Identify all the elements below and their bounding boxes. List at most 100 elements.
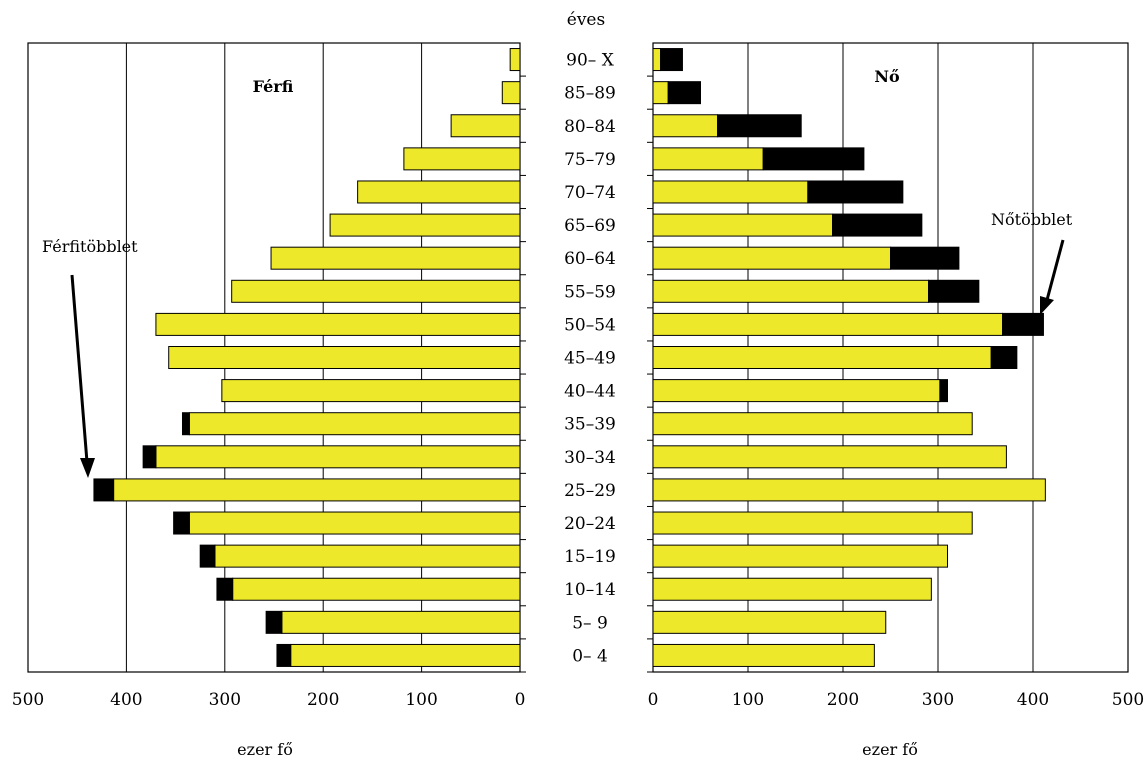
right-xtick-label: 200 — [827, 690, 859, 710]
right-bar-45–49 — [652, 346, 992, 369]
age-label-90– X: 90– X — [566, 51, 615, 71]
left-surplus-bar-25–29 — [93, 478, 115, 502]
left-surplus-bar-20–24 — [173, 511, 190, 535]
left-bar-65–69 — [329, 213, 521, 237]
right-bar-20–24 — [652, 511, 973, 535]
right-bar-55–59 — [652, 279, 929, 303]
age-label-25–29: 25–29 — [564, 481, 616, 501]
right-xtick-label: 0 — [648, 690, 659, 710]
age-label-10–14: 10–14 — [564, 580, 616, 600]
right-surplus-bar-70–74 — [807, 180, 904, 204]
age-label-55–59: 55–59 — [564, 282, 616, 302]
age-label-50–54: 50–54 — [564, 315, 616, 335]
left-bar-25–29 — [113, 478, 521, 502]
age-label-65–69: 65–69 — [564, 216, 616, 236]
age-label-75–79: 75–79 — [564, 150, 616, 170]
left-bar-80–84 — [450, 114, 521, 138]
left-bar-50–54 — [155, 312, 521, 336]
right-bar-5– 9 — [652, 610, 887, 634]
right-bar-85–89 — [652, 81, 669, 105]
left-panel-title: Férfi — [253, 77, 294, 96]
age-label-0– 4: 0– 4 — [572, 646, 608, 666]
age-label-35–39: 35–39 — [564, 415, 616, 435]
left-annotation-arrow — [70, 274, 95, 478]
left-bar-55–59 — [231, 279, 521, 303]
right-surplus-bar-80–84 — [717, 114, 802, 138]
age-label-80–84: 80–84 — [564, 117, 616, 137]
left-xtick-label: 500 — [12, 690, 44, 710]
left-bar-10–14 — [232, 577, 521, 601]
left-bar-20–24 — [188, 511, 521, 535]
right-bar-30–34 — [652, 445, 1007, 469]
left-bar-45–49 — [168, 346, 521, 369]
age-label-70–74: 70–74 — [564, 183, 616, 203]
left-bar-75–79 — [403, 147, 521, 171]
left-surplus-bar-35–39 — [181, 412, 190, 436]
left-bar-90– X — [509, 48, 521, 72]
right-surplus-bar-85–89 — [667, 81, 702, 105]
left-surplus-bar-10–14 — [216, 577, 234, 601]
age-label-40–44: 40–44 — [564, 382, 616, 402]
right-surplus-bar-50–54 — [1002, 312, 1044, 336]
left-xtick-label: 0 — [515, 690, 526, 710]
right-xtick-label: 500 — [1112, 690, 1144, 710]
right-bar-10–14 — [652, 577, 932, 601]
age-label-20–24: 20–24 — [564, 514, 616, 534]
age-label-5– 9: 5– 9 — [572, 613, 608, 633]
right-bar-75–79 — [652, 147, 764, 171]
age-group-labels: 0– 4 5– 9 10–14 15–19 20–24 25–29 30–34 35–39 40… — [564, 51, 616, 667]
right-surplus-bar-55–59 — [928, 279, 980, 303]
left-xtick-label: 200 — [307, 690, 339, 710]
left-surplus-bar-15–19 — [199, 544, 216, 568]
left-xlabel: ezer fő — [237, 740, 293, 759]
left-xtick-label: 100 — [405, 690, 437, 710]
left-bar-5– 9 — [281, 610, 521, 634]
right-xtick-label: 100 — [732, 690, 764, 710]
right-panel-female: 0 100 200 300 400 500 — [647, 42, 1144, 710]
left-surplus-bar-30–34 — [142, 445, 157, 469]
right-bar-80–84 — [652, 114, 719, 138]
right-bar-0– 4 — [652, 643, 875, 667]
right-surplus-bar-40–44 — [939, 379, 949, 403]
right-bar-40–44 — [652, 379, 941, 403]
right-annotation-arrow — [1040, 239, 1065, 315]
age-label-60–64: 60–64 — [564, 249, 616, 269]
left-bar-40–44 — [221, 379, 521, 403]
left-surplus-bar-5– 9 — [265, 610, 283, 634]
right-bar-15–19 — [652, 544, 948, 568]
left-bar-0– 4 — [290, 643, 521, 667]
left-xtick-label: 300 — [209, 690, 241, 710]
right-bar-65–69 — [652, 213, 834, 237]
left-bar-15–19 — [214, 544, 521, 568]
left-bar-70–74 — [357, 180, 521, 204]
left-bar-60–64 — [270, 246, 521, 270]
right-bar-50–54 — [652, 312, 1004, 336]
left-surplus-bar-0– 4 — [276, 643, 292, 667]
right-surplus-bar-90– X — [660, 48, 683, 72]
right-surplus-bar-45–49 — [990, 346, 1018, 369]
age-axis-label: éves — [567, 10, 605, 30]
age-label-30–34: 30–34 — [564, 448, 616, 468]
right-bar-60–64 — [652, 246, 891, 270]
age-label-85–89: 85–89 — [564, 84, 616, 104]
age-label-15–19: 15–19 — [564, 547, 616, 567]
right-xtick-label: 400 — [1017, 690, 1049, 710]
left-bar-85–89 — [501, 81, 521, 105]
right-surplus-bar-65–69 — [832, 213, 923, 237]
right-bar-35–39 — [652, 412, 973, 436]
right-annotation: Nőtöbblet — [991, 210, 1073, 229]
right-bar-90– X — [652, 48, 662, 72]
right-surplus-bar-75–79 — [762, 147, 865, 171]
left-bar-35–39 — [188, 412, 521, 436]
right-xtick-label: 300 — [922, 690, 954, 710]
right-panel-title: Nő — [874, 67, 900, 86]
left-annotation: Férfitöbblet — [42, 237, 138, 256]
right-bar-70–74 — [652, 180, 809, 204]
right-surplus-bar-60–64 — [890, 246, 960, 270]
left-bar-30–34 — [155, 445, 521, 469]
right-xlabel: ezer fő — [862, 740, 918, 759]
left-panel-male: 500 400 300 200 100 0 — [12, 42, 526, 710]
age-label-45–49: 45–49 — [564, 349, 616, 369]
right-bar-25–29 — [652, 478, 1046, 502]
